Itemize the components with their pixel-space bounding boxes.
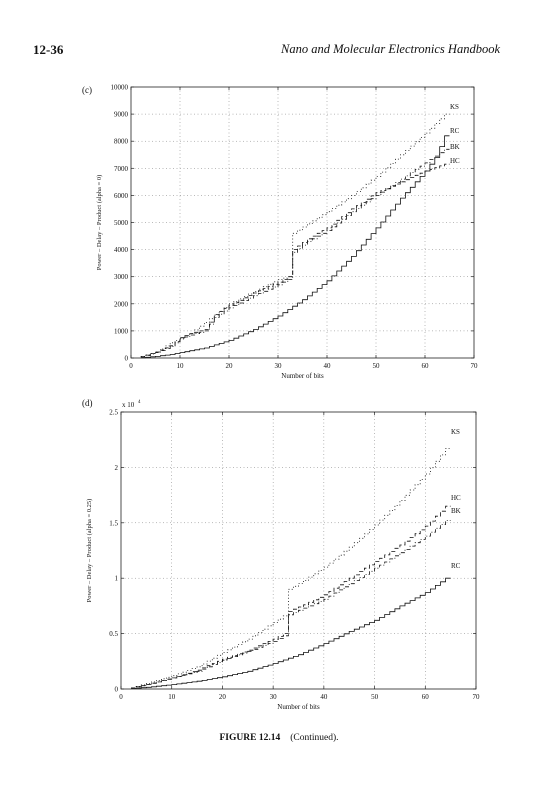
- y-tick-label: 2: [115, 464, 119, 472]
- y-axis-multiplier: x 10: [122, 401, 135, 409]
- x-axis-label: Number of bits: [277, 703, 320, 711]
- page-number: 12-36: [33, 42, 64, 57]
- series-label-hc: HC: [451, 494, 461, 502]
- series-label-hc: HC: [450, 157, 460, 165]
- y-tick-label: 0: [125, 355, 129, 363]
- x-tick-label: 40: [324, 362, 332, 370]
- y-tick-label: 1.5: [109, 519, 118, 527]
- y-tick-label: 1: [115, 575, 119, 583]
- x-tick-label: 30: [275, 362, 283, 370]
- x-tick-label: 60: [422, 693, 430, 701]
- x-tick-label: 60: [422, 362, 430, 370]
- x-tick-label: 50: [371, 693, 379, 701]
- x-tick-label: 30: [270, 693, 278, 701]
- x-tick-label: 40: [320, 693, 328, 701]
- series-label-rc: RC: [451, 562, 461, 570]
- x-tick-label: 0: [129, 362, 133, 370]
- running-title: Nano and Molecular Electronics Handbook: [281, 42, 500, 56]
- y-axis-label: Power – Delay – Product (alpha = 0.25): [86, 499, 93, 603]
- y-tick-label: 6000: [114, 192, 129, 200]
- series-line-rc: [140, 135, 450, 359]
- y-tick-label: 9000: [114, 111, 129, 119]
- series-label-ks: KS: [451, 428, 460, 436]
- x-tick-label: 0: [119, 693, 123, 701]
- figure-caption-text: (Continued).: [290, 733, 339, 743]
- y-tick-label: 7000: [114, 165, 129, 173]
- series-label-rc: RC: [450, 127, 460, 135]
- y-tick-label: 8000: [114, 138, 129, 146]
- x-axis-label: Number of bits: [281, 372, 324, 380]
- y-tick-label: 5000: [114, 219, 129, 227]
- series-line-hc: [140, 163, 450, 357]
- y-tick-label: 1000: [114, 327, 129, 335]
- y-axis-multiplier-exponent: 4: [138, 400, 141, 405]
- y-tick-label: 4000: [114, 246, 129, 254]
- series-label-bk: BK: [451, 507, 461, 515]
- x-tick-label: 50: [373, 362, 381, 370]
- series-label-ks: KS: [450, 103, 459, 111]
- y-tick-label: 10000: [111, 84, 129, 92]
- x-tick-label: 70: [471, 362, 479, 370]
- series-label-bk: BK: [450, 143, 460, 151]
- y-tick-label: 3000: [114, 273, 129, 281]
- series-line-bk: [140, 148, 450, 358]
- series-line-ks: [140, 113, 450, 357]
- panel-label-d: (d): [82, 398, 93, 408]
- y-axis-label: Power – Delay – Product (alpha = 0): [96, 175, 103, 271]
- y-tick-label: 2000: [114, 300, 129, 308]
- y-tick-label: 2.5: [109, 409, 118, 417]
- series-line-hc: [131, 505, 451, 689]
- plot-frame: [120, 411, 477, 690]
- x-tick-label: 20: [226, 362, 234, 370]
- x-tick-label: 20: [219, 693, 227, 701]
- y-tick-label: 0: [115, 686, 119, 694]
- x-tick-label: 10: [168, 693, 176, 701]
- series-line-rc: [131, 577, 451, 689]
- x-tick-label: 10: [177, 362, 185, 370]
- series-line-bk: [131, 520, 451, 689]
- figure-label: FIGURE 12.14: [219, 733, 281, 743]
- x-tick-label: 70: [473, 693, 481, 701]
- panel-label-c: (c): [82, 85, 92, 95]
- y-tick-label: 0.5: [109, 630, 118, 638]
- figure-caption: FIGURE 12.14 (Continued).: [0, 733, 558, 743]
- series-line-ks: [131, 448, 451, 689]
